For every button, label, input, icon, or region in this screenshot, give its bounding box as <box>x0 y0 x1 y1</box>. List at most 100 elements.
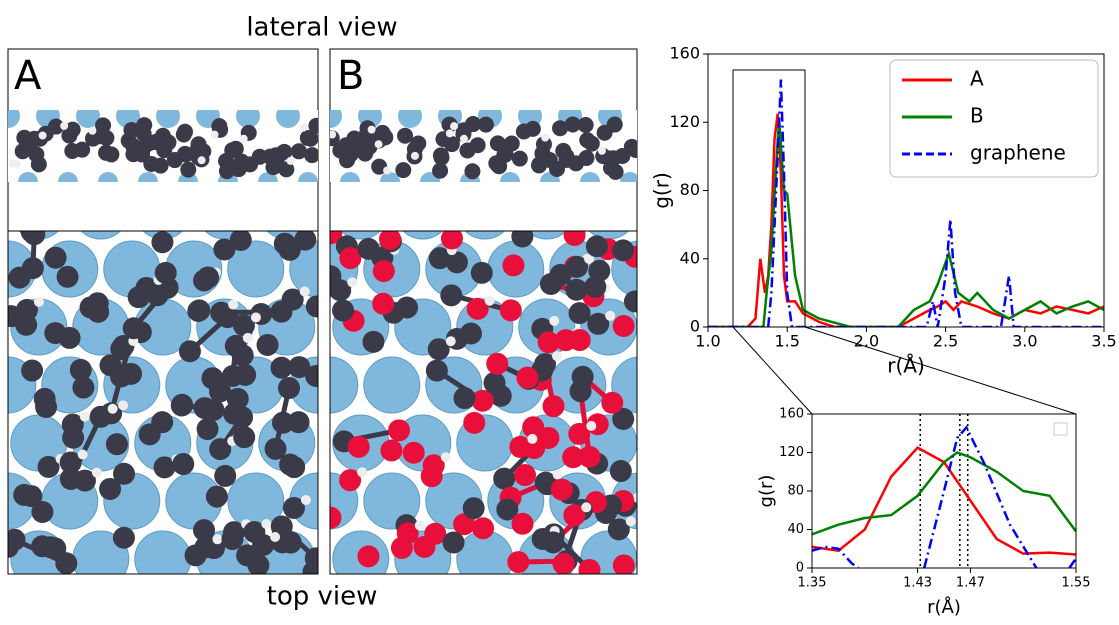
hydrogen-atom <box>460 135 468 143</box>
y-tick-label: 40 <box>680 248 700 267</box>
panel-label: A <box>14 53 42 99</box>
inset-legend <box>1054 423 1067 435</box>
carbon-atom <box>206 486 228 508</box>
carbon-atom <box>470 137 486 153</box>
hydrogen-atom <box>88 127 96 135</box>
series-line <box>812 453 1076 535</box>
carbon-atom <box>444 136 460 152</box>
carbon-atom <box>610 460 632 482</box>
carbon-atom <box>197 266 219 288</box>
carbon-atom <box>373 260 395 282</box>
carbon-atom <box>607 117 623 133</box>
carbon-atom <box>177 146 193 162</box>
carbon-atom <box>440 284 462 306</box>
carbon-atom <box>61 128 77 144</box>
carbon-atom <box>103 146 119 162</box>
x-tick-label: 1.47 <box>956 576 985 591</box>
carbon-atom <box>59 327 81 349</box>
hydrogen-atom <box>211 131 219 139</box>
legend-label: graphene <box>970 141 1066 165</box>
hydrogen-atom <box>549 316 559 326</box>
carbon-atom <box>434 150 450 166</box>
carbon-atom <box>426 360 448 382</box>
carbon-atom <box>565 279 587 301</box>
carbon-atom <box>278 377 300 399</box>
carbon-atom <box>272 412 294 434</box>
hydrogen-atom <box>441 452 451 462</box>
hydrogen-atom <box>450 122 458 130</box>
zoom-box <box>733 70 805 327</box>
carbon-atom <box>227 388 249 410</box>
carbon-atom <box>87 301 109 323</box>
carbon-atom <box>348 436 370 458</box>
hydrogen-atom <box>60 122 68 130</box>
panel-label: B <box>337 53 364 99</box>
hydrogen-atom <box>301 495 311 505</box>
carbon-atom <box>34 388 56 410</box>
x-tick-label: 1.55 <box>1062 576 1091 591</box>
carbon-atom <box>74 142 90 158</box>
carbon-atom <box>484 372 506 394</box>
carbon-atom <box>502 254 524 276</box>
series-line <box>812 428 1076 569</box>
y-tick-label: 0 <box>690 317 700 336</box>
carbon-atom <box>120 363 142 385</box>
carbon-atom <box>613 315 635 337</box>
metal-atom <box>135 531 191 587</box>
carbon-atom <box>176 126 192 142</box>
x-axis-label: r(Å) <box>887 354 925 378</box>
hydrogen-atom <box>605 311 615 321</box>
hydrogen-atom <box>446 336 456 346</box>
carbon-atom <box>306 295 328 317</box>
carbon-atom <box>357 545 379 567</box>
x-tick-label: 3.0 <box>1012 332 1037 351</box>
carbon-atom <box>578 117 594 133</box>
carbon-atom <box>614 148 630 164</box>
carbon-atom <box>534 145 550 161</box>
carbon-atom <box>193 519 215 541</box>
hydrogen-atom <box>357 467 367 477</box>
carbon-atom <box>613 554 635 576</box>
carbon-atom <box>232 344 254 366</box>
carbon-atom <box>72 377 94 399</box>
carbon-atom <box>551 479 573 501</box>
carbon-atom <box>191 136 207 152</box>
metal-atom <box>364 357 420 413</box>
carbon-atom <box>471 262 493 284</box>
hydrogen-atom <box>8 160 16 168</box>
carbon-atom <box>202 399 224 421</box>
carbon-atom <box>242 156 258 172</box>
carbon-atom <box>568 155 584 171</box>
x-tick-label: 1.35 <box>798 576 827 591</box>
hydrogen-atom <box>415 520 425 530</box>
hydrogen-atom <box>527 434 537 444</box>
hydrogen-atom <box>300 286 310 296</box>
carbon-atom <box>62 427 84 449</box>
hydrogen-atom <box>243 333 253 343</box>
carbon-atom <box>44 537 66 559</box>
hydrogen-atom <box>34 297 44 307</box>
hydrogen-atom <box>485 296 495 306</box>
hydrogen-atom <box>553 470 563 480</box>
carbon-atom <box>464 163 480 179</box>
carbon-atom <box>500 299 522 321</box>
carbon-atom <box>465 116 481 132</box>
hydrogen-atom <box>39 132 47 140</box>
carbon-atom <box>421 465 443 487</box>
carbon-atom <box>463 497 485 519</box>
hydrogen-atom <box>198 156 206 164</box>
carbon-atom <box>151 231 173 253</box>
carbon-atom <box>403 442 425 464</box>
x-tick-label: 3.5 <box>1091 332 1116 351</box>
carbon-atom <box>185 544 207 566</box>
carbon-atom <box>274 233 296 255</box>
carbon-atom <box>16 130 32 146</box>
carbon-atom <box>512 513 534 535</box>
carbon-atom <box>397 128 413 144</box>
carbon-atom <box>552 120 568 136</box>
top-view-render <box>0 183 377 587</box>
carbon-atom <box>45 247 67 269</box>
